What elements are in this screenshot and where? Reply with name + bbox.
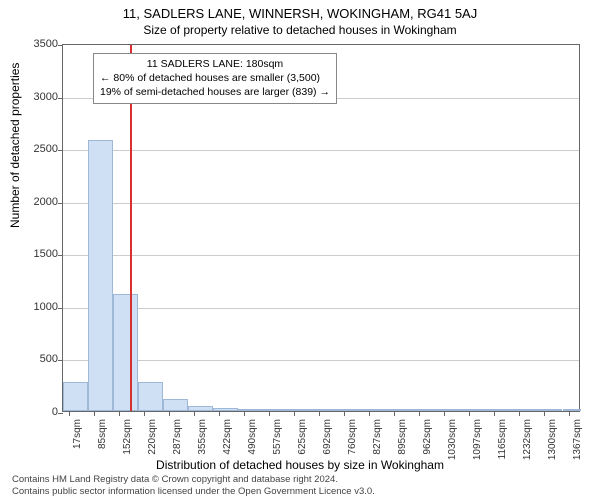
ytick-label: 500 bbox=[10, 353, 58, 365]
annotation-line: 19% of semi-detached houses are larger (… bbox=[100, 85, 330, 99]
annotation-box: 11 SADLERS LANE: 180sqm← 80% of detached… bbox=[93, 53, 337, 104]
xtick-label: 355sqm bbox=[197, 419, 208, 455]
xtick-label: 152sqm bbox=[122, 419, 133, 455]
xtick-label: 422sqm bbox=[222, 419, 233, 455]
ytick-label: 1500 bbox=[10, 248, 58, 260]
footer-attribution: Contains HM Land Registry data © Crown c… bbox=[12, 474, 588, 498]
xtick-label: 220sqm bbox=[147, 419, 158, 455]
ytick-label: 0 bbox=[10, 406, 58, 418]
xtick-label: 17sqm bbox=[72, 419, 83, 449]
xtick-label: 1165sqm bbox=[497, 419, 508, 459]
page-subtitle: Size of property relative to detached ho… bbox=[0, 21, 600, 41]
histogram-bar bbox=[288, 409, 313, 411]
xtick-mark bbox=[294, 411, 295, 416]
histogram-bar bbox=[488, 409, 513, 411]
xtick-label: 692sqm bbox=[322, 419, 333, 455]
x-axis-label: Distribution of detached houses by size … bbox=[0, 458, 600, 472]
gridline bbox=[63, 203, 579, 204]
xtick-label: 827sqm bbox=[372, 419, 383, 455]
xtick-label: 1097sqm bbox=[472, 419, 483, 460]
xtick-mark bbox=[419, 411, 420, 416]
xtick-label: 1030sqm bbox=[447, 419, 458, 460]
xtick-mark bbox=[344, 411, 345, 416]
xtick-label: 557sqm bbox=[272, 419, 283, 455]
xtick-mark bbox=[544, 411, 545, 416]
ytick-label: 1000 bbox=[10, 301, 58, 313]
ytick-mark bbox=[58, 308, 63, 309]
xtick-label: 85sqm bbox=[97, 419, 108, 449]
histogram-bar bbox=[213, 408, 238, 411]
xtick-mark bbox=[469, 411, 470, 416]
histogram-bar bbox=[538, 409, 563, 411]
histogram-plot: 11 SADLERS LANE: 180sqm← 80% of detached… bbox=[62, 44, 580, 412]
xtick-mark bbox=[444, 411, 445, 416]
xtick-label: 962sqm bbox=[422, 419, 433, 455]
xtick-mark bbox=[519, 411, 520, 416]
xtick-label: 287sqm bbox=[172, 419, 183, 455]
ytick-mark bbox=[58, 413, 63, 414]
xtick-mark bbox=[194, 411, 195, 416]
xtick-label: 895sqm bbox=[397, 419, 408, 455]
xtick-mark bbox=[219, 411, 220, 416]
histogram-bar bbox=[363, 409, 388, 411]
histogram-bar bbox=[138, 382, 163, 411]
ytick-label: 3000 bbox=[10, 91, 58, 103]
ytick-label: 2000 bbox=[10, 196, 58, 208]
xtick-label: 1367sqm bbox=[572, 419, 583, 460]
histogram-bar bbox=[88, 140, 113, 411]
histogram-bar bbox=[513, 409, 538, 411]
histogram-bar bbox=[438, 409, 463, 411]
page-title: 11, SADLERS LANE, WINNERSH, WOKINGHAM, R… bbox=[0, 0, 600, 21]
xtick-mark bbox=[394, 411, 395, 416]
xtick-mark bbox=[169, 411, 170, 416]
gridline bbox=[63, 150, 579, 151]
annotation-line: ← 80% of detached houses are smaller (3,… bbox=[100, 71, 330, 85]
histogram-bar bbox=[188, 406, 213, 411]
ytick-mark bbox=[58, 360, 63, 361]
ytick-mark bbox=[58, 255, 63, 256]
xtick-mark bbox=[319, 411, 320, 416]
xtick-mark bbox=[69, 411, 70, 416]
histogram-bar bbox=[63, 382, 88, 411]
xtick-label: 625sqm bbox=[297, 419, 308, 455]
xtick-mark bbox=[269, 411, 270, 416]
histogram-bar bbox=[113, 294, 138, 411]
footer-line-1: Contains HM Land Registry data © Crown c… bbox=[12, 474, 588, 486]
xtick-label: 1300sqm bbox=[547, 419, 558, 460]
ytick-mark bbox=[58, 98, 63, 99]
xtick-mark bbox=[369, 411, 370, 416]
histogram-bar bbox=[313, 409, 338, 411]
ytick-label: 3500 bbox=[10, 38, 58, 50]
xtick-mark bbox=[144, 411, 145, 416]
xtick-label: 760sqm bbox=[347, 419, 358, 455]
annotation-line: 11 SADLERS LANE: 180sqm bbox=[100, 57, 330, 71]
xtick-mark bbox=[94, 411, 95, 416]
xtick-mark bbox=[494, 411, 495, 416]
histogram-bar bbox=[238, 409, 263, 411]
gridline bbox=[63, 360, 579, 361]
xtick-label: 1232sqm bbox=[522, 419, 533, 460]
gridline bbox=[63, 308, 579, 309]
histogram-bar bbox=[388, 409, 413, 411]
xtick-mark bbox=[244, 411, 245, 416]
histogram-bar bbox=[163, 399, 188, 411]
ytick-mark bbox=[58, 203, 63, 204]
ytick-label: 2500 bbox=[10, 143, 58, 155]
histogram-bar bbox=[413, 409, 438, 411]
histogram-bar bbox=[563, 409, 582, 411]
xtick-mark bbox=[119, 411, 120, 416]
xtick-label: 490sqm bbox=[247, 419, 258, 455]
ytick-mark bbox=[58, 45, 63, 46]
histogram-bar bbox=[263, 409, 288, 411]
footer-line-2: Contains public sector information licen… bbox=[12, 486, 588, 498]
histogram-bar bbox=[338, 409, 363, 411]
ytick-mark bbox=[58, 150, 63, 151]
gridline bbox=[63, 255, 579, 256]
xtick-mark bbox=[569, 411, 570, 416]
histogram-bar bbox=[463, 409, 488, 411]
